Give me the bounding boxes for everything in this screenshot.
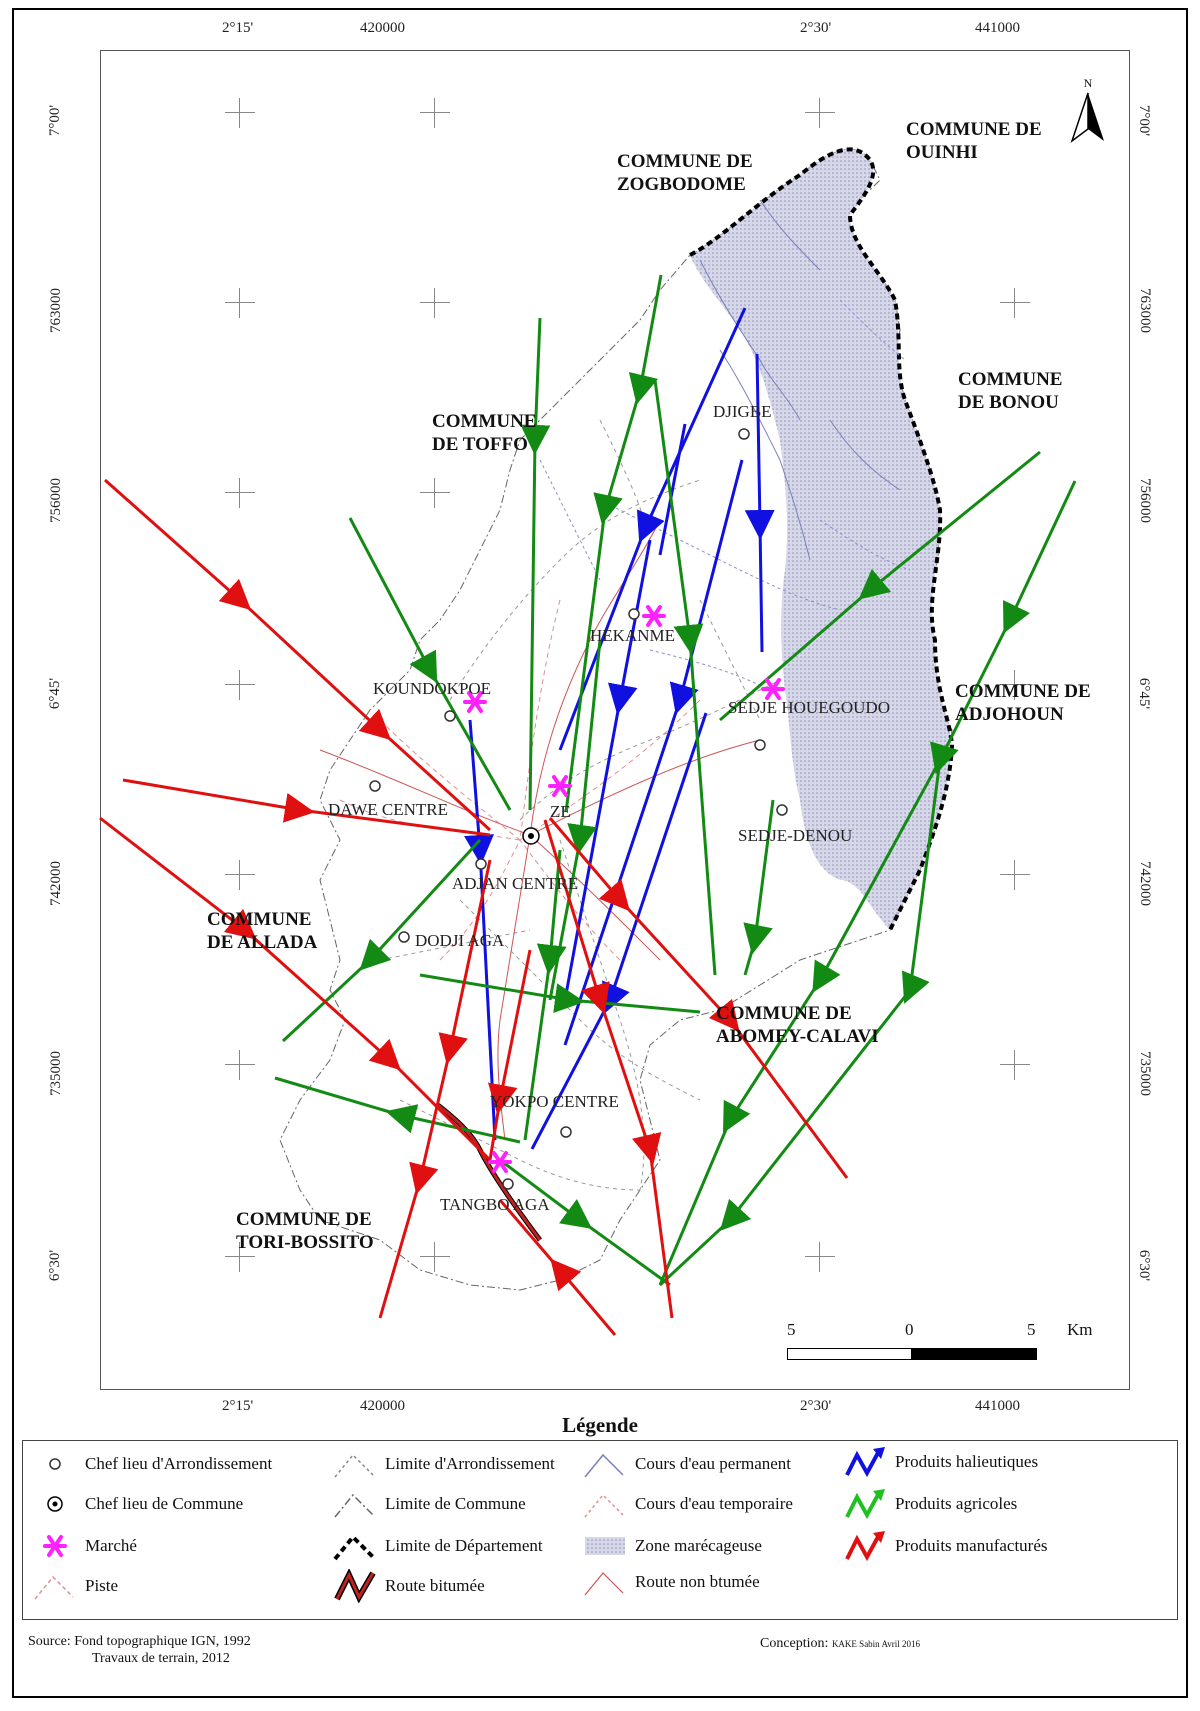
legend-label: Route bitumée xyxy=(385,1576,485,1596)
agricultural-arrow xyxy=(530,318,540,810)
north-arrow-icon xyxy=(1068,91,1108,146)
marsh-swatch-icon xyxy=(583,1535,627,1557)
red-arrow-icon xyxy=(843,1529,887,1563)
source-line-1: Source: Fond topographique IGN, 1992 xyxy=(28,1633,251,1650)
legend-item-paved-road: Route bitumée xyxy=(333,1569,485,1603)
commune-bonou: COMMUNE DE BONOU xyxy=(958,368,1088,414)
unpaved-roads xyxy=(320,520,760,1140)
green-arrow-icon xyxy=(843,1487,887,1521)
paved-road-icon xyxy=(333,1569,377,1603)
legend-label: Route non btumée xyxy=(635,1572,760,1592)
legend-item-marsh: Zone marécageuse xyxy=(583,1529,762,1563)
commune-ouinhi: COMMUNE DE OUINHI xyxy=(906,118,1056,164)
north-arrow: N xyxy=(1068,76,1108,146)
place-tangbo-aga: TANGBO AGA xyxy=(440,1195,550,1215)
legend-item-track: Piste xyxy=(33,1569,118,1603)
dash-dot-line-icon xyxy=(333,1489,377,1519)
legend-label: Limite d'Arrondissement xyxy=(385,1454,555,1474)
legend-label: Produits agricoles xyxy=(895,1494,1017,1514)
commune-toffo: COMMUNE DE TOFFO xyxy=(432,410,562,456)
legend-item-temporary-stream: Cours d'eau temporaire xyxy=(583,1487,793,1521)
place-hekanme: HEKANME xyxy=(590,626,675,646)
scale-label-left: 5 xyxy=(787,1320,796,1340)
place-ze: ZE xyxy=(550,802,571,822)
place-djigbe: DJIGBE xyxy=(713,402,772,422)
conception-author: KAKE Sabin Avril 2016 xyxy=(832,1639,920,1649)
place-adjan-centre: ADJAN CENTRE xyxy=(452,874,578,894)
place-yokpo-centre: YOKPO CENTRE xyxy=(490,1092,619,1112)
legend-label: Cours d'eau temporaire xyxy=(635,1494,793,1514)
legend-label: Cours d'eau permanent xyxy=(635,1454,791,1474)
legend-item-arrondissement-seat: Chef lieu d'Arrondissement xyxy=(33,1447,272,1481)
legend-label: Limite de Commune xyxy=(385,1494,526,1514)
blue-arrow-icon xyxy=(843,1445,887,1479)
legend-item-permanent-stream: Cours d'eau permanent xyxy=(583,1447,791,1481)
commune-adjohoun: COMMUNE DE ADJOHOUN xyxy=(955,680,1135,726)
source-note: Source: Fond topographique IGN, 1992 Tra… xyxy=(28,1633,251,1667)
place-dodji-aga: DODJI AGA xyxy=(415,931,504,951)
legend-item-commune-seat: Chef lieu de Commune xyxy=(33,1487,243,1521)
legend-item-fishery: Produits halieutiques xyxy=(843,1445,1038,1479)
commune-abomey-calavi: COMMUNE DE ABOMEY-CALAVI xyxy=(716,1002,926,1048)
legend-label: Produits halieutiques xyxy=(895,1452,1038,1472)
place-dawe-centre: DAWE CENTRE xyxy=(328,800,448,820)
circle-icon xyxy=(45,1454,65,1474)
legend-item-department-limit: Limite de Département xyxy=(333,1529,543,1563)
source-line-2: Travaux de terrain, 2012 xyxy=(28,1650,251,1667)
conception-label: Conception: xyxy=(760,1636,828,1651)
scale-segment-white xyxy=(787,1348,912,1360)
asterisk-icon xyxy=(42,1533,68,1559)
legend-label: Marché xyxy=(85,1536,137,1556)
dot-circle-icon xyxy=(45,1494,65,1514)
legend-item-agricultural: Produits agricoles xyxy=(843,1487,1017,1521)
place-sedje-denou: SEDJE-DENOU xyxy=(738,826,852,846)
place-sedje-houegoudo: SEDJE HOUEGOUDO xyxy=(728,698,890,718)
legend-label: Produits manufacturés xyxy=(895,1536,1048,1556)
legend-label: Chef lieu de Commune xyxy=(85,1494,243,1514)
legend-item-commune-limit: Limite de Commune xyxy=(333,1487,526,1521)
unpaved-road-icon xyxy=(583,1567,627,1597)
scale-bar: 5 0 5 Km xyxy=(787,1320,1037,1360)
scale-label-right: 5 xyxy=(1027,1320,1036,1340)
commune-zogbodome: COMMUNE DE ZOGBODOME xyxy=(617,150,787,196)
dashed-line-icon xyxy=(333,1449,377,1479)
place-koundokpoe: KOUNDOKPOE xyxy=(373,679,491,699)
commune-seat xyxy=(523,828,539,844)
legend-item-market: Marché xyxy=(33,1529,137,1563)
fishery-arrow xyxy=(560,308,745,750)
conception-note: Conception: KAKE Sabin Avril 2016 xyxy=(760,1636,920,1652)
legend-label: Zone marécageuse xyxy=(635,1536,762,1556)
scale-label-mid: 0 xyxy=(905,1320,914,1340)
legend-title: Légende xyxy=(0,1413,1200,1438)
thick-dashed-line-icon xyxy=(333,1531,377,1561)
legend-item-arrondissement-limit: Limite d'Arrondissement xyxy=(333,1447,555,1481)
manufactured-arrow xyxy=(105,480,490,830)
scale-segment-black xyxy=(912,1348,1037,1360)
legend-label: Chef lieu d'Arrondissement xyxy=(85,1454,272,1474)
legend-item-manufactured: Produits manufacturés xyxy=(843,1529,1048,1563)
temporary-stream-icon xyxy=(583,1489,627,1519)
scale-unit: Km xyxy=(1067,1320,1093,1340)
legend-label: Piste xyxy=(85,1576,118,1596)
legend: Chef lieu d'Arrondissement Chef lieu de … xyxy=(22,1440,1178,1620)
north-label: N xyxy=(1068,76,1108,91)
commune-allada: COMMUNE DE ALLADA xyxy=(207,908,337,954)
stream-line-icon xyxy=(583,1449,627,1479)
legend-label: Limite de Département xyxy=(385,1536,543,1556)
legend-item-unpaved-road: Route non btumée xyxy=(583,1565,760,1599)
commune-tori-bossito: COMMUNE DE TORI-BOSSITO xyxy=(236,1208,396,1254)
track-line-icon xyxy=(33,1571,77,1601)
